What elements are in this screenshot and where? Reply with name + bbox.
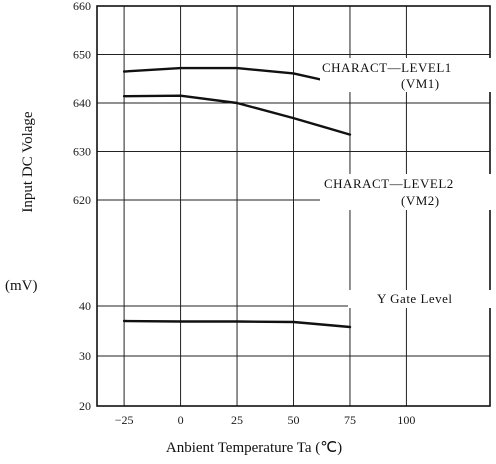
x-axis-title: Anbient Temperature Ta (℃) bbox=[166, 440, 342, 456]
x-tick-label: 75 bbox=[344, 413, 356, 427]
y-tick-label: 640 bbox=[73, 96, 91, 110]
x-tick-label: 100 bbox=[397, 413, 415, 427]
y-axis-unit: (mV) bbox=[5, 278, 38, 294]
series-sublabel-level2: (VM2) bbox=[401, 193, 440, 208]
series-line-3 bbox=[122, 319, 352, 329]
y-axis-title: Input DC Volage bbox=[20, 111, 36, 212]
y-tick-label: 650 bbox=[73, 48, 91, 62]
y-tick-label: 620 bbox=[73, 193, 91, 207]
y-tick-label: 40 bbox=[79, 299, 91, 313]
x-tick-label: −25 bbox=[115, 413, 134, 427]
x-tick-label: 0 bbox=[178, 413, 184, 427]
tick-labels: −25 0 25 50 75 100 620 630 640 650 660 20 30 40 bbox=[73, 0, 415, 427]
y-tick-label: 630 bbox=[73, 145, 91, 159]
y-tick-label: 30 bbox=[79, 349, 91, 363]
series-lines bbox=[122, 66, 490, 329]
x-tick-label: 25 bbox=[231, 413, 243, 427]
y-tick-label: 20 bbox=[79, 399, 91, 413]
series-labels: CHARACT—LEVEL1 (VM1) CHARACT—LEVEL2 (VM2… bbox=[320, 58, 496, 308]
series-sublabel-level1: (VM1) bbox=[401, 76, 440, 91]
series-label-y-gate: Y Gate Level bbox=[377, 291, 453, 306]
series-label-level1: CHARACT—LEVEL1 bbox=[322, 60, 452, 75]
series-label-level2: CHARACT—LEVEL2 bbox=[324, 176, 454, 191]
series-line-2 bbox=[122, 94, 352, 136]
series-line-1 bbox=[122, 66, 352, 88]
x-tick-label: 50 bbox=[288, 413, 300, 427]
y-tick-label: 660 bbox=[73, 0, 91, 13]
